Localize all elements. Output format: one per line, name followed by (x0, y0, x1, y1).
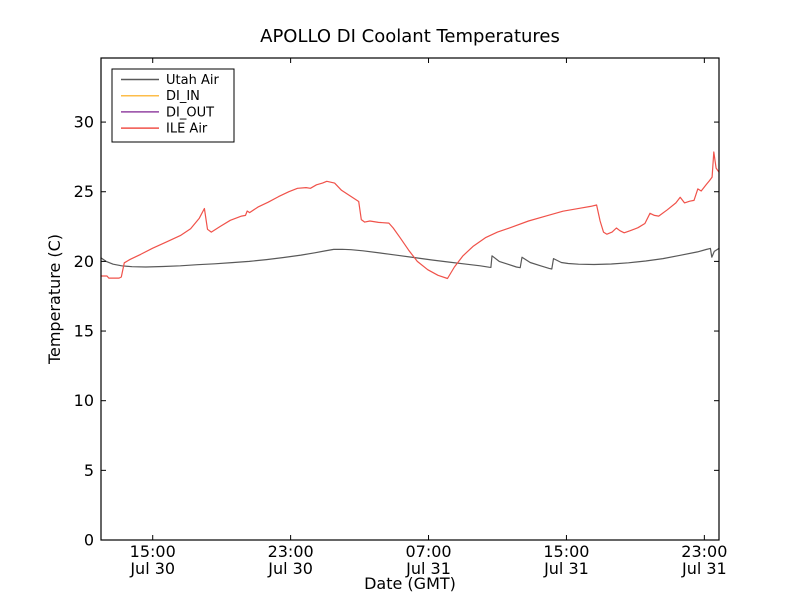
y-tick-label: 5 (84, 461, 94, 480)
y-tick-label: 30 (74, 113, 94, 132)
chart-title: APOLLO DI Coolant Temperatures (260, 26, 560, 47)
legend-label: DI_OUT (166, 105, 214, 120)
y-tick-label: 10 (74, 391, 94, 410)
x-tick-label-time: 15:00 (130, 542, 176, 561)
y-tick-label: 0 (84, 531, 94, 550)
x-tick-label-date: Jul 31 (543, 559, 589, 578)
x-tick-label-time: 15:00 (543, 542, 589, 561)
legend-box (111, 68, 235, 143)
x-tick-label-time: 23:00 (268, 542, 314, 561)
x-tick-label-date: Jul 31 (681, 559, 727, 578)
legend-label: Utah Air (166, 73, 219, 88)
series-lines (100, 151, 720, 280)
y-tick-label: 15 (74, 322, 94, 341)
x-tick-label-date: Jul 31 (405, 559, 451, 578)
x-axis-label: Date (GMT) (364, 574, 456, 593)
series-line-ile-air (100, 151, 720, 280)
x-tick-label-date: Jul 30 (129, 559, 175, 578)
y-tick-label: 20 (74, 252, 94, 271)
plot-frame (100, 57, 720, 541)
series-line-utah-air (100, 247, 720, 270)
y-axis-label: Temperature (C) (45, 234, 64, 365)
legend-label: ILE Air (166, 122, 208, 137)
legend-label: DI_IN (166, 89, 200, 104)
y-tick-label: 25 (74, 182, 94, 201)
x-tick-label-time: 23:00 (681, 542, 727, 561)
x-tick-label-date: Jul 30 (267, 559, 313, 578)
x-tick-label-time: 07:00 (405, 542, 451, 561)
